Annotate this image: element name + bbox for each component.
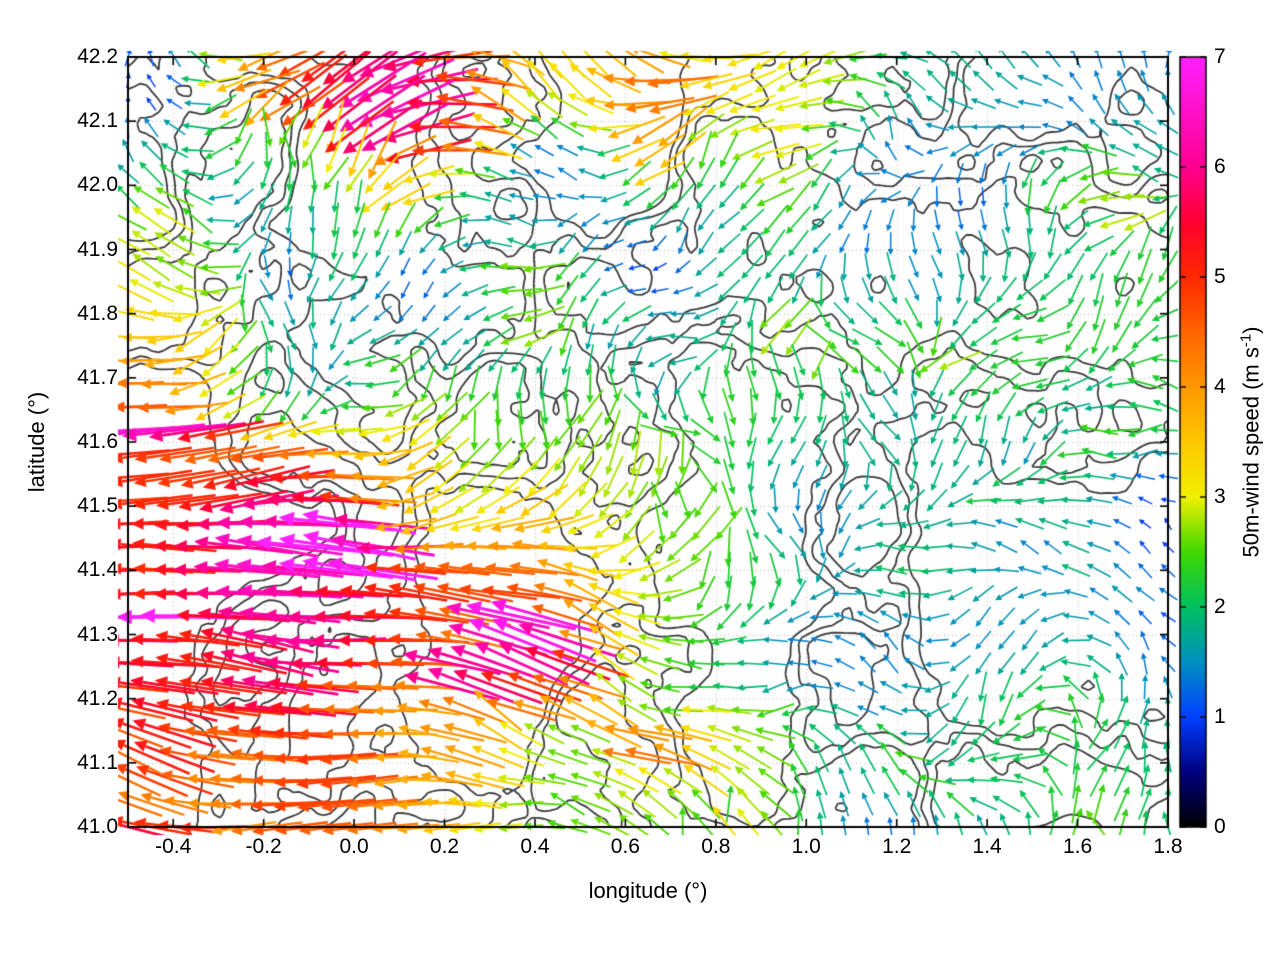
colorbar-tick-label: 3 — [1214, 485, 1226, 508]
x-tick-label: 1.2 — [882, 835, 912, 858]
x-tick-label: 0.6 — [610, 835, 640, 858]
x-tick-label: 0.8 — [701, 835, 731, 858]
y-tick-label: 41.3 — [77, 622, 118, 646]
colorbar-tick-label: 6 — [1214, 155, 1226, 178]
colorbar-tick-label: 1 — [1214, 705, 1226, 728]
colorbar-label-suffix: ) — [1238, 326, 1264, 334]
x-tick-label: 0.4 — [520, 835, 550, 858]
y-tick-label: 41.4 — [77, 558, 118, 582]
x-axis-label: longitude (°) — [588, 878, 708, 903]
y-tick-label: 42.2 — [77, 45, 118, 68]
x-tick-label: 1.8 — [1153, 835, 1183, 858]
colorbar-tick-label: 5 — [1214, 265, 1226, 288]
x-tick-label: 0.2 — [429, 835, 460, 858]
colorbar-label: 50m-wind speed (m s-1) — [1237, 327, 1264, 558]
y-tick-label: 41.7 — [77, 365, 118, 389]
y-tick-label: 41.9 — [77, 237, 118, 261]
y-tick-label: 41.2 — [77, 686, 118, 710]
x-tick-label: -0.4 — [155, 835, 192, 858]
y-tick-label: 41.8 — [77, 301, 118, 325]
y-tick-label: 41.1 — [77, 750, 118, 774]
x-tick-label: 1.0 — [791, 835, 821, 858]
colorbar-tick-label: 0 — [1214, 815, 1226, 838]
x-tick-label: 1.4 — [972, 835, 1002, 858]
y-tick-label: 41.0 — [77, 815, 118, 838]
x-tick-label: 1.6 — [1062, 835, 1093, 858]
colorbar-tick-label: 7 — [1214, 45, 1226, 68]
y-tick-label: 41.5 — [77, 494, 118, 518]
y-tick-label: 41.6 — [77, 430, 118, 453]
x-tick-label: -0.2 — [245, 835, 282, 858]
colorbar-tick-label: 2 — [1214, 595, 1226, 618]
x-tick-label: 0.0 — [339, 835, 369, 858]
y-tick-label: 42.0 — [77, 173, 118, 197]
colorbar-label-superscript: -1 — [1237, 333, 1255, 348]
y-tick-label: 42.1 — [77, 109, 118, 133]
colorbar-tick-label: 4 — [1214, 375, 1226, 398]
